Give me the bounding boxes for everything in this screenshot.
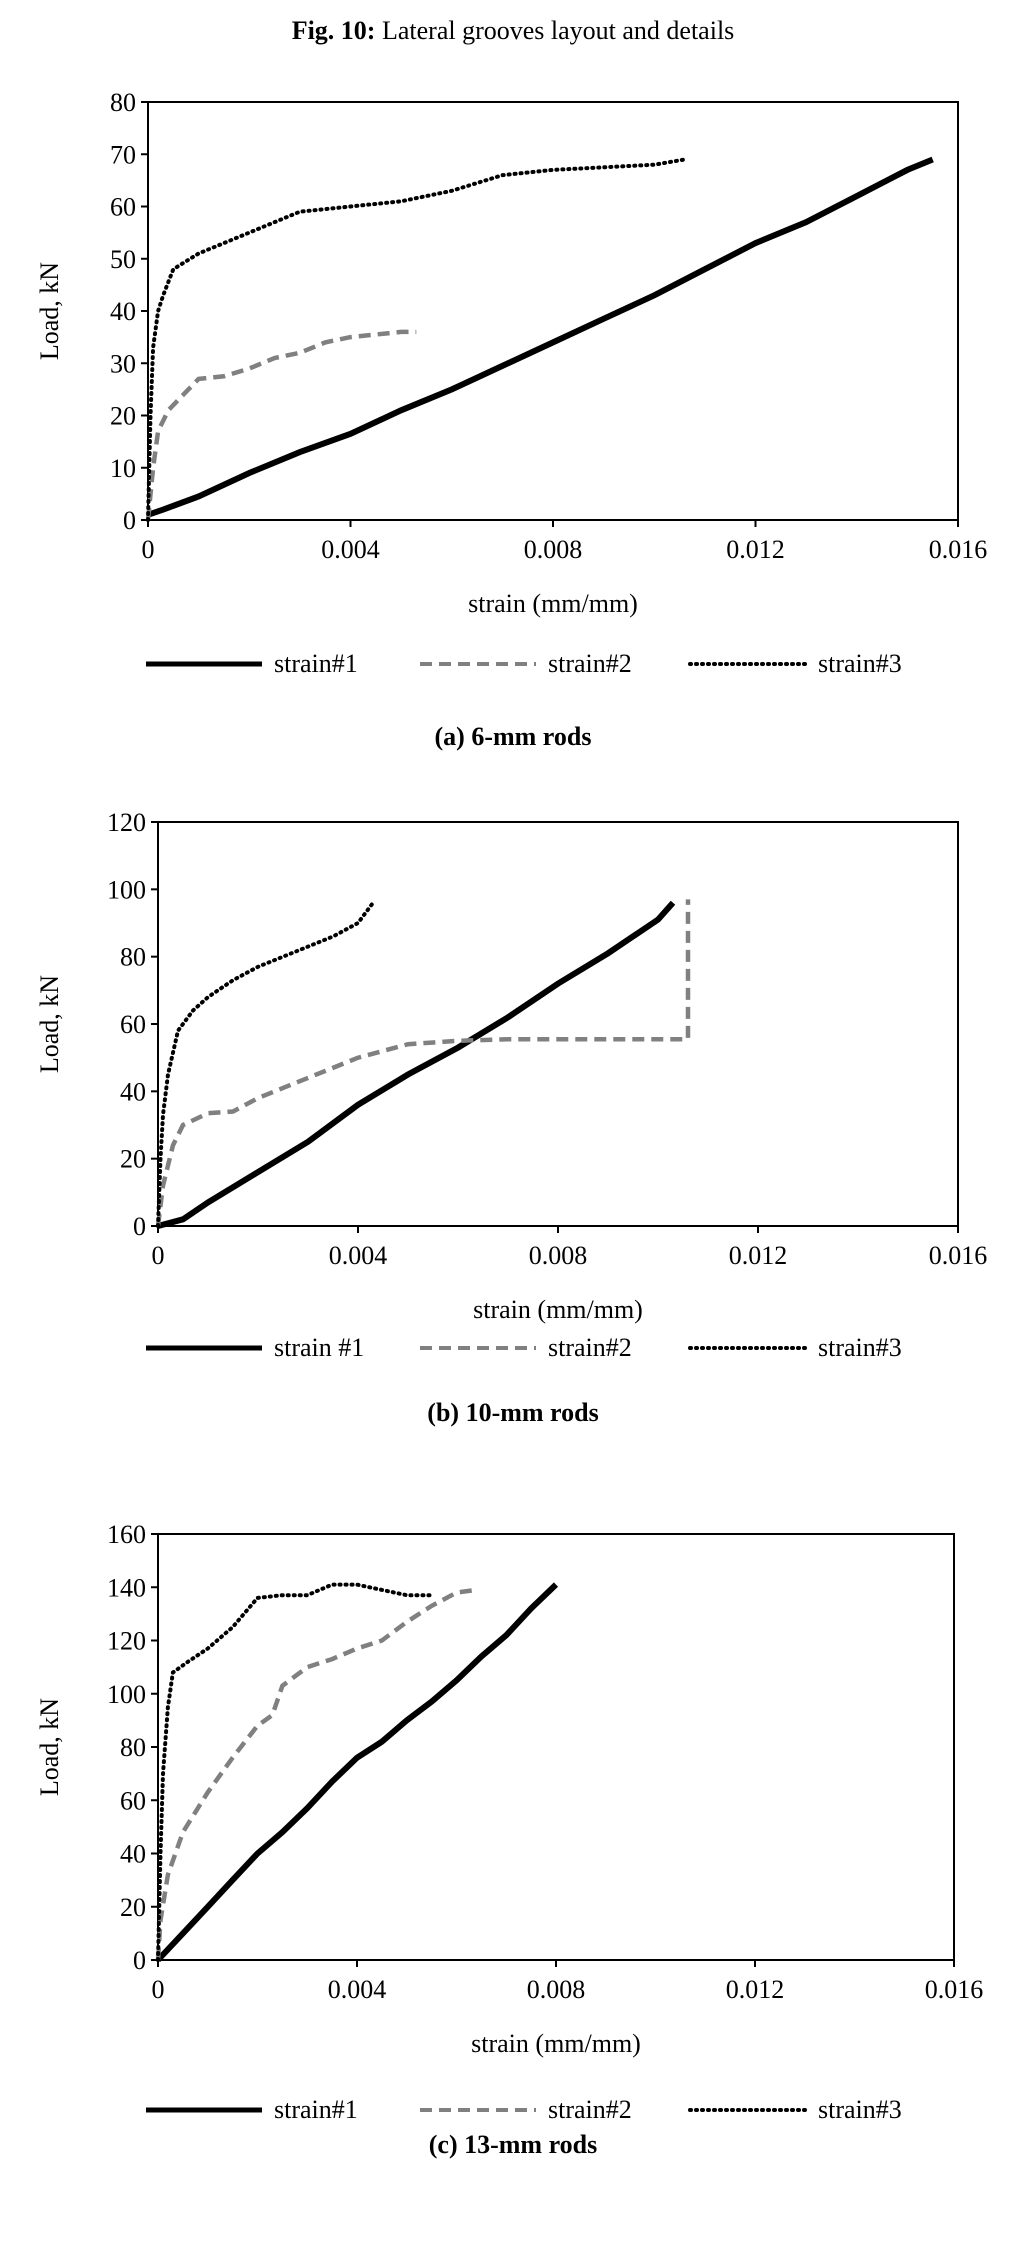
series-line-2 <box>145 329 417 521</box>
x-tick-label: 0.012 <box>726 1975 785 2004</box>
series-line-1 <box>157 900 676 1229</box>
y-tick-label: 100 <box>107 875 146 904</box>
legend-label-2: strain#2 <box>548 649 632 678</box>
x-tick-label: 0.004 <box>321 535 380 564</box>
panel-a-caption: (a) 6-mm rods <box>434 722 592 751</box>
series-line-2 <box>155 1587 477 1961</box>
y-tick-label: 20 <box>110 402 136 431</box>
y-tick-label: 0 <box>133 1946 146 1975</box>
x-tick-label: 0.016 <box>929 1241 988 1270</box>
legend-label-2: strain#2 <box>548 1333 632 1362</box>
y-tick-label: 10 <box>110 454 136 483</box>
x-tick-label: 0 <box>142 535 155 564</box>
x-tick-label: 0.004 <box>328 1975 387 2004</box>
y-tick-label: 60 <box>120 1786 146 1815</box>
y-tick-label: 0 <box>133 1212 146 1241</box>
series-line-1 <box>155 1582 559 1963</box>
x-tick-label: 0.012 <box>726 535 785 564</box>
y-tick-label: 120 <box>107 1627 146 1656</box>
y-tick-label: 30 <box>110 349 136 378</box>
y-tick-label: 20 <box>120 1145 146 1174</box>
x-tick-label: 0 <box>152 1241 165 1270</box>
x-tick-label: 0.008 <box>524 535 583 564</box>
series-line-3 <box>156 1582 434 1962</box>
y-tick-label: 80 <box>110 88 136 117</box>
legend-label-1: strain #1 <box>274 1333 364 1362</box>
legend-label-1: strain#1 <box>274 649 358 678</box>
series-line-3 <box>146 157 687 522</box>
series-line-2 <box>155 899 691 1227</box>
y-tick-label: 60 <box>110 193 136 222</box>
y-tick-label: 50 <box>110 245 136 274</box>
y-tick-label: 80 <box>120 943 146 972</box>
legend-label-3: strain#3 <box>818 649 902 678</box>
y-tick-label: 120 <box>107 808 146 837</box>
legend-label-1: strain#1 <box>274 2095 358 2124</box>
y-tick-label: 40 <box>120 1840 146 1869</box>
x-axis-label: strain (mm/mm) <box>468 589 638 618</box>
x-tick-label: 0.004 <box>329 1241 388 1270</box>
x-tick-label: 0.008 <box>529 1241 588 1270</box>
figure-label: Fig. 10: <box>291 16 376 45</box>
x-tick-label: 0.012 <box>729 1241 788 1270</box>
y-tick-label: 80 <box>120 1733 146 1762</box>
y-tick-label: 140 <box>107 1573 146 1602</box>
plot-area-1 <box>157 821 959 1227</box>
x-axis-label: strain (mm/mm) <box>471 2029 641 2058</box>
y-tick-label: 40 <box>120 1077 146 1106</box>
legend-label-3: strain#3 <box>818 2095 902 2124</box>
y-axis-label: Load, kN <box>35 975 64 1073</box>
legend-label-3: strain#3 <box>818 1333 902 1362</box>
y-tick-label: 40 <box>110 297 136 326</box>
y-tick-label: 70 <box>110 140 136 169</box>
y-tick-label: 60 <box>120 1010 146 1039</box>
x-tick-label: 0 <box>152 1975 165 2004</box>
y-axis-label: Load, kN <box>35 1698 64 1796</box>
y-tick-label: 20 <box>120 1893 146 1922</box>
y-axis-label: Load, kN <box>35 262 64 360</box>
y-tick-label: 0 <box>123 506 136 535</box>
figure-title: Lateral grooves layout and details <box>381 16 735 45</box>
x-axis-label: strain (mm/mm) <box>473 1295 643 1324</box>
y-tick-label: 100 <box>107 1680 146 1709</box>
legend-label-2: strain#2 <box>548 2095 632 2124</box>
plot-area-2 <box>157 1533 955 1961</box>
y-tick-label: 160 <box>107 1520 146 1549</box>
panel-c-caption: (c) 13-mm rods <box>428 2130 598 2159</box>
x-tick-label: 0.008 <box>527 1975 586 2004</box>
series-line-1 <box>147 156 934 518</box>
figure-caption: Fig. 10: Lateral grooves layout and deta… <box>0 16 1026 46</box>
x-tick-label: 0.016 <box>925 1975 984 2004</box>
series-line-3 <box>156 900 375 1228</box>
panel-b-caption: (b) 10-mm rods <box>427 1398 599 1427</box>
plot-area-0 <box>147 101 959 521</box>
x-tick-label: 0.016 <box>929 535 988 564</box>
